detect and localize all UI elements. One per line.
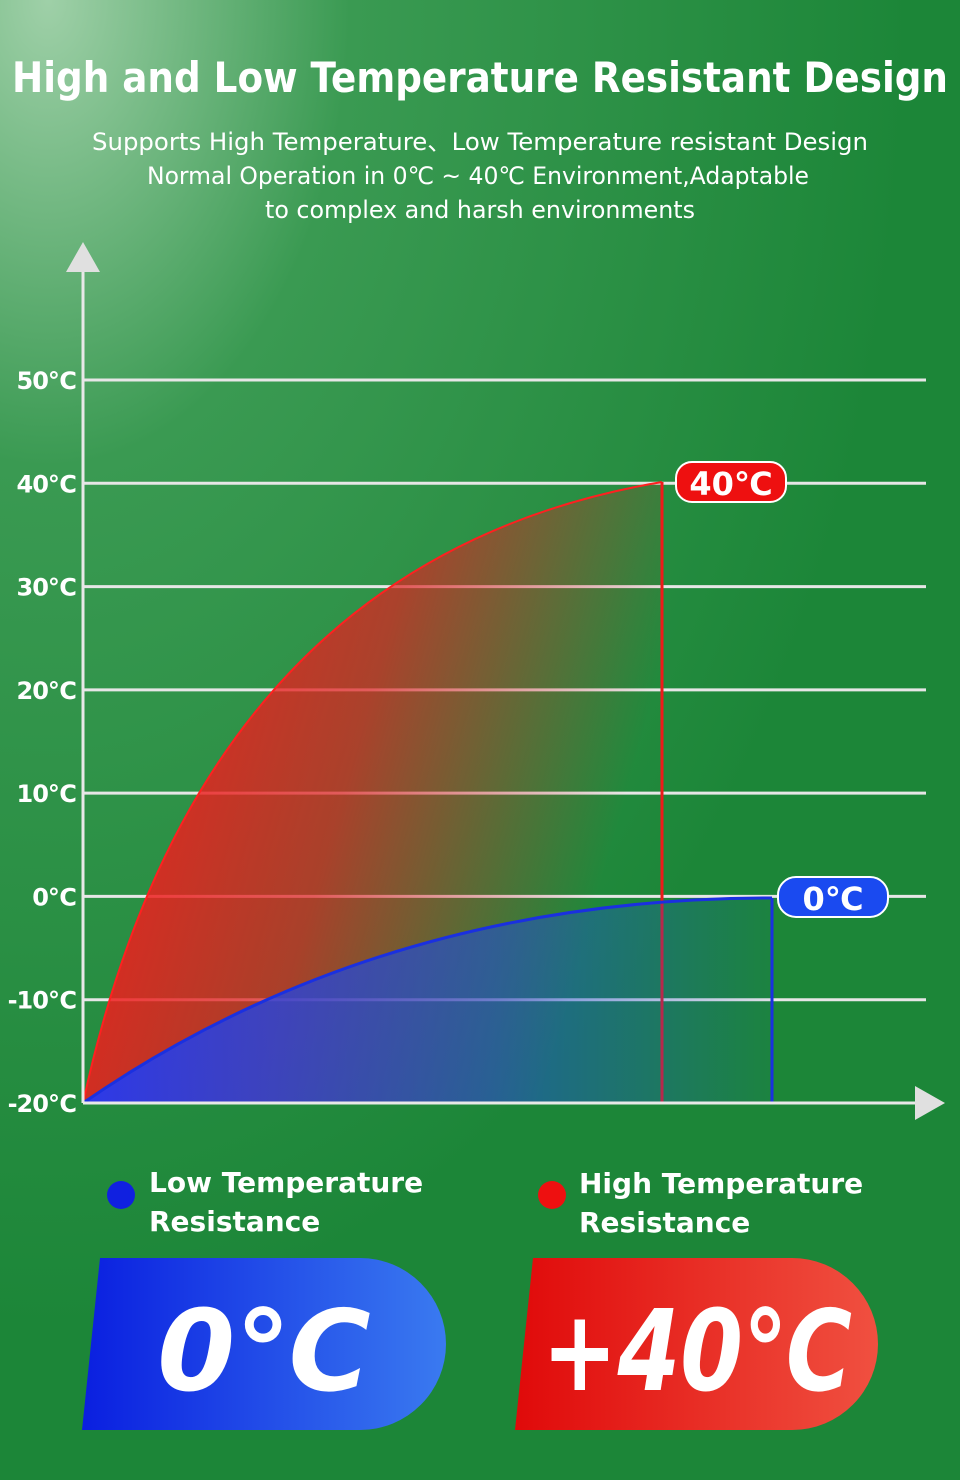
callout-box (777, 876, 889, 918)
title: High and Low Temperature Resistant Desig… (12, 53, 948, 102)
low-curve (82, 896, 773, 1105)
subtitle: Normal Operation in 0℃ ~ 40℃ Environment… (147, 162, 809, 190)
y-tick-label: 20℃ (17, 677, 76, 705)
legend-dot (538, 1181, 566, 1209)
y-arrow (66, 242, 100, 272)
x-arrow (915, 1086, 945, 1120)
y-tick-label: 0℃ (32, 883, 76, 911)
badge-value: +40℃ (542, 1287, 852, 1417)
low-callout: 0℃ (802, 880, 863, 918)
badge (515, 1258, 878, 1430)
y-tick-label: -10℃ (8, 987, 76, 1015)
legend-label: Low Temperature (149, 1166, 423, 1199)
legend-label: High Temperature (579, 1167, 863, 1200)
legend-label: Resistance (579, 1206, 750, 1239)
y-tick-label: -20℃ (8, 1090, 76, 1118)
legend-label: Resistance (149, 1205, 320, 1238)
badge-value: 0℃ (157, 1287, 371, 1417)
subtitle: Supports High Temperature、Low Temperatur… (92, 128, 868, 156)
y-tick-label: 50℃ (17, 367, 76, 395)
high-callout: 40℃ (689, 465, 772, 503)
y-tick-label: 30℃ (17, 574, 76, 602)
low-area (83, 898, 772, 1103)
subtitle: to complex and harsh environments (265, 196, 695, 224)
callout-box (675, 461, 787, 503)
y-tick-label: 10℃ (17, 780, 76, 808)
y-tick-label: 40℃ (17, 470, 76, 498)
badge (82, 1258, 446, 1430)
legend-dot (107, 1181, 135, 1209)
high-curve (82, 481, 663, 1104)
